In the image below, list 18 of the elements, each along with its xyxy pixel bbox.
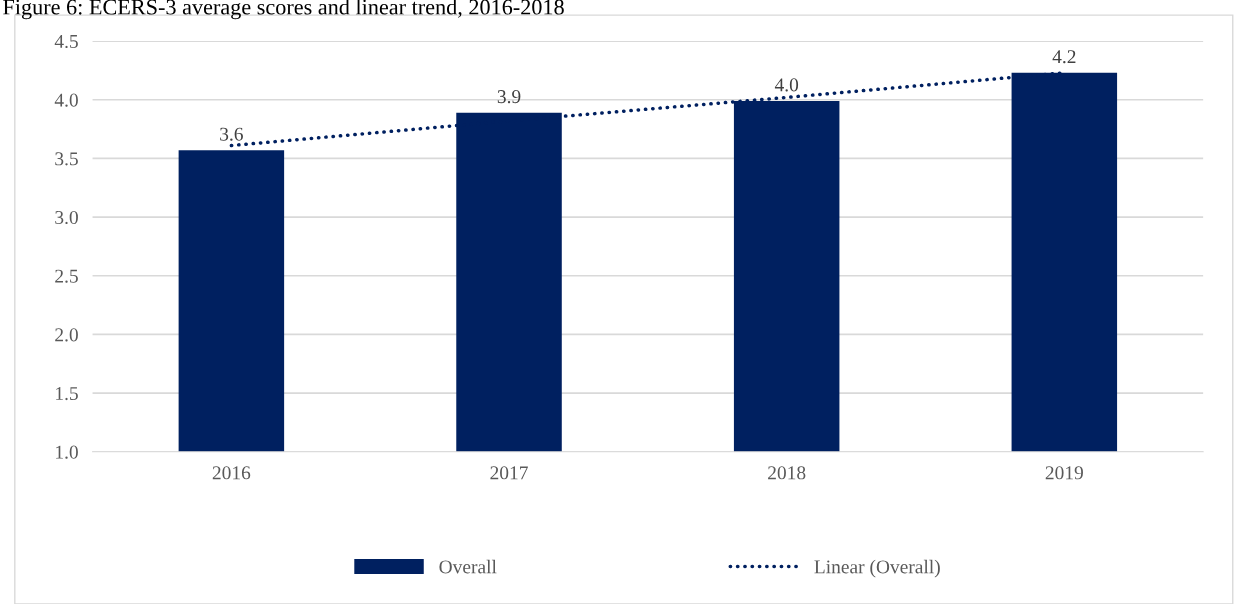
data-label: 4.0 xyxy=(774,78,799,92)
legend-label: Overall xyxy=(439,559,497,574)
data-label: 3.6 xyxy=(220,127,243,141)
y-tick-label: 2.0 xyxy=(55,328,78,342)
y-tick-label: 3.5 xyxy=(55,152,78,166)
y-tick-label: 2.5 xyxy=(55,269,78,283)
legend-label: Linear (Overall) xyxy=(814,559,940,578)
x-tick-label: 2016 xyxy=(212,466,251,480)
data-label: 3.9 xyxy=(497,90,521,104)
y-tick-label: 3.0 xyxy=(55,210,78,225)
x-tick-label: 2017 xyxy=(490,466,528,480)
y-tick-label: 4.5 xyxy=(54,35,78,49)
data-label: 4.2 xyxy=(1052,50,1076,64)
y-tick-label: 1.5 xyxy=(56,387,78,401)
x-tick-label: 2018 xyxy=(768,466,806,480)
y-tick-label: 1.0 xyxy=(56,445,78,459)
y-tick-label: 4.0 xyxy=(54,93,78,107)
x-tick-label: 2019 xyxy=(1045,466,1083,480)
